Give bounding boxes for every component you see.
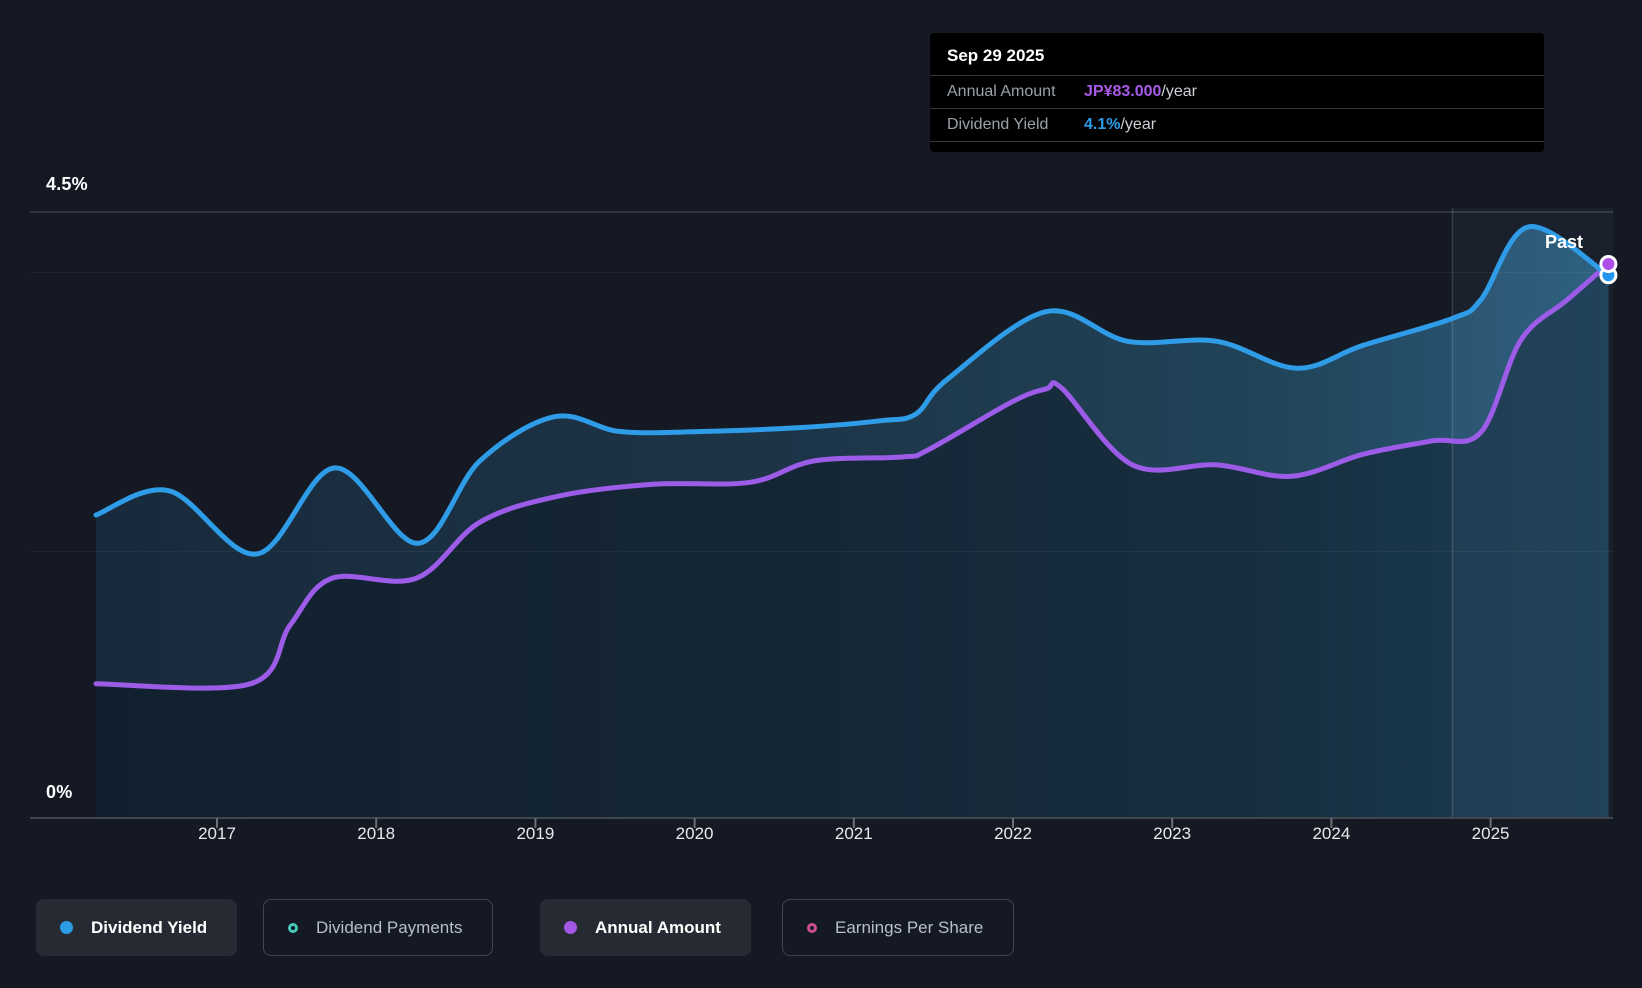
legend-chip-dividend-payments[interactable]: Dividend Payments <box>263 899 494 956</box>
x-axis-label-2022: 2022 <box>994 824 1032 843</box>
past-region-highlight <box>1452 208 1613 818</box>
x-axis-label-2021: 2021 <box>834 824 873 843</box>
dividend-payments-ring-icon <box>288 922 298 933</box>
tooltip-row-annual-amount: Annual Amount JP¥83.000/year <box>930 75 1544 108</box>
y-axis-top-label: 4.5% <box>46 174 88 194</box>
tooltip-value-dividend-yield: 4.1% <box>1084 116 1121 133</box>
x-axis-label-2018: 2018 <box>357 824 396 843</box>
legend-chip-dividend-yield[interactable]: Dividend Yield <box>36 899 238 956</box>
legend-label: Earnings Per Share <box>835 917 984 937</box>
tooltip-label: Annual Amount <box>947 83 1056 100</box>
x-axis-label-2025: 2025 <box>1471 824 1510 843</box>
legend-label: Dividend Yield <box>91 917 208 937</box>
tooltip-suffix: /year <box>1120 116 1157 133</box>
y-axis-zero-label: 0% <box>46 782 73 802</box>
annual-amount-area <box>96 264 1609 818</box>
tooltip-label: Dividend Yield <box>947 116 1049 133</box>
chart-tooltip: Sep 29 2025 Annual Amount JP¥83.000/year… <box>930 33 1544 152</box>
annual-amount-endpoint-dot[interactable] <box>1599 255 1618 273</box>
dividend-yield-dot-icon <box>60 921 73 934</box>
legend-chip-annual-amount[interactable]: Annual Amount <box>540 899 751 956</box>
past-label: Past <box>1545 232 1584 252</box>
x-axis-label-2019: 2019 <box>516 824 555 843</box>
annual-amount-dot-icon <box>564 921 577 934</box>
legend-label: Dividend Payments <box>316 917 463 937</box>
earnings-per-share-ring-icon <box>807 922 817 933</box>
annual-amount-line <box>93 261 1611 691</box>
tooltip-date: Sep 29 2025 <box>947 46 1045 65</box>
tooltip-row-dividend-yield: Dividend Yield 4.1%/year <box>930 108 1544 142</box>
x-axis-label-2017: 2017 <box>198 824 236 843</box>
x-axis-label-2020: 2020 <box>675 824 714 843</box>
legend-chip-earnings-per-share[interactable]: Earnings Per Share <box>782 899 1015 956</box>
tooltip-value-annual-amount: JP¥83.000 <box>1084 83 1162 100</box>
x-axis-label-2023: 2023 <box>1153 824 1192 843</box>
dividend-yield-line <box>93 224 1611 557</box>
dividend-yield-area <box>96 226 1609 818</box>
tooltip-suffix: /year <box>1161 83 1197 100</box>
legend-label: Annual Amount <box>595 917 721 937</box>
x-axis-label-2024: 2024 <box>1312 824 1351 843</box>
